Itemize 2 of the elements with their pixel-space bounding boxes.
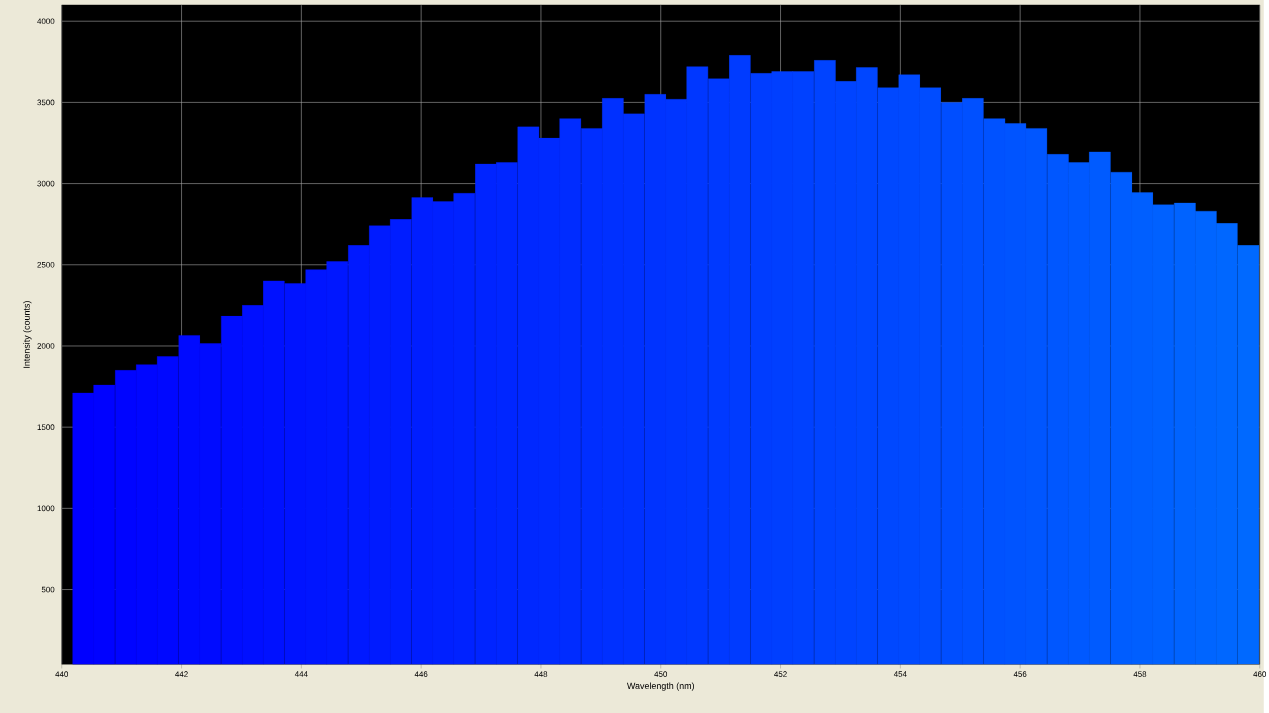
y-axis-title: Intensity (counts): [23, 301, 32, 368]
x-axis-title: Wavelength (nm): [626, 682, 695, 691]
